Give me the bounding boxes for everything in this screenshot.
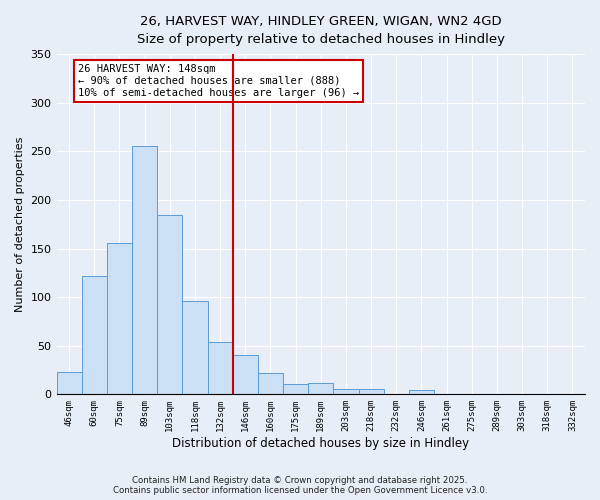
- Bar: [208, 342, 233, 394]
- Bar: [56, 372, 82, 394]
- Text: 26 HARVEST WAY: 148sqm
← 90% of detached houses are smaller (888)
10% of semi-de: 26 HARVEST WAY: 148sqm ← 90% of detached…: [77, 64, 359, 98]
- Bar: [82, 276, 107, 394]
- Y-axis label: Number of detached properties: Number of detached properties: [15, 136, 25, 312]
- Bar: [283, 384, 308, 394]
- Bar: [308, 382, 334, 394]
- Bar: [107, 242, 132, 394]
- Bar: [132, 146, 157, 394]
- Bar: [157, 216, 182, 394]
- Title: 26, HARVEST WAY, HINDLEY GREEN, WIGAN, WN2 4GD
Size of property relative to deta: 26, HARVEST WAY, HINDLEY GREEN, WIGAN, W…: [137, 15, 505, 46]
- Bar: [182, 301, 208, 394]
- X-axis label: Distribution of detached houses by size in Hindley: Distribution of detached houses by size …: [172, 437, 469, 450]
- Bar: [409, 390, 434, 394]
- Bar: [233, 356, 258, 395]
- Bar: [334, 390, 359, 394]
- Bar: [258, 373, 283, 394]
- Bar: [359, 388, 383, 394]
- Text: Contains HM Land Registry data © Crown copyright and database right 2025.
Contai: Contains HM Land Registry data © Crown c…: [113, 476, 487, 495]
